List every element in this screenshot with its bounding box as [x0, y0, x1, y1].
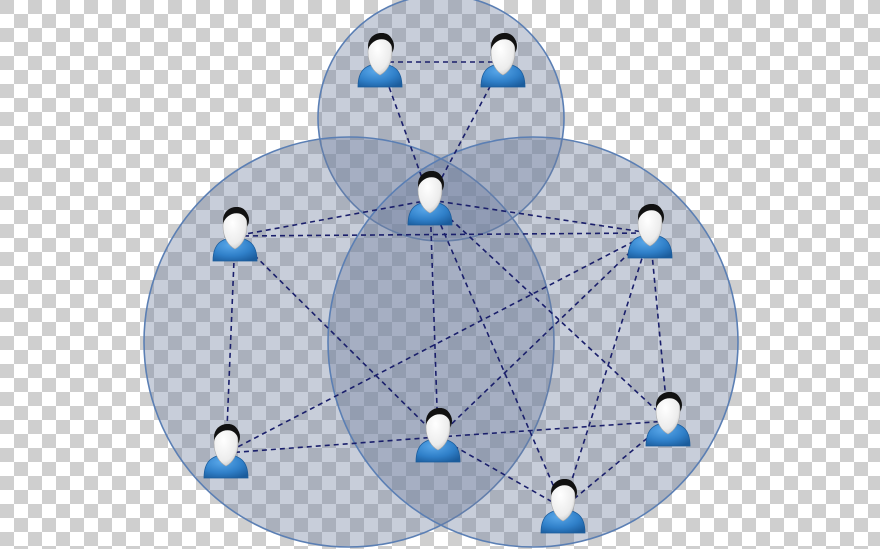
link-p4-p5 — [234, 232, 651, 237]
link-p4-p6 — [225, 235, 236, 454]
person-icon — [407, 171, 453, 226]
person-hair-fringe — [426, 408, 452, 425]
link-p3-p9 — [429, 199, 564, 509]
person-hair-fringe — [214, 424, 240, 441]
link-p3-p5 — [429, 199, 651, 234]
person-hair-fringe — [223, 207, 249, 224]
person-hair-fringe — [551, 479, 577, 496]
link-p3-p7 — [429, 199, 439, 438]
person-hair-fringe — [368, 33, 394, 50]
group-circle-right — [327, 136, 739, 548]
link-p5-p6 — [225, 232, 651, 454]
connection-lines — [225, 61, 669, 509]
person-icon — [203, 424, 249, 479]
link-p3-p8 — [429, 199, 669, 422]
person-hair-fringe — [418, 171, 444, 188]
link-p1-p3 — [379, 61, 431, 201]
link-p5-p8 — [649, 232, 669, 422]
link-p5-p9 — [562, 232, 651, 509]
person-hair-fringe — [656, 392, 682, 409]
link-p5-p7 — [437, 232, 651, 438]
person-icon — [415, 408, 461, 463]
person-icon — [357, 33, 403, 88]
link-p3-p4 — [234, 199, 431, 237]
person-hair-fringe — [491, 33, 517, 50]
link-p7-p9 — [437, 436, 564, 509]
person-hair-fringe — [638, 204, 664, 221]
link-p2-p3 — [429, 61, 504, 201]
people-nodes — [203, 33, 691, 534]
person-icon — [627, 204, 673, 259]
link-p4-p7 — [234, 235, 439, 438]
person-icon — [480, 33, 526, 88]
person-icon — [212, 207, 258, 262]
link-p7-p8 — [437, 420, 669, 438]
person-icon — [645, 392, 691, 447]
person-icon — [540, 479, 586, 534]
